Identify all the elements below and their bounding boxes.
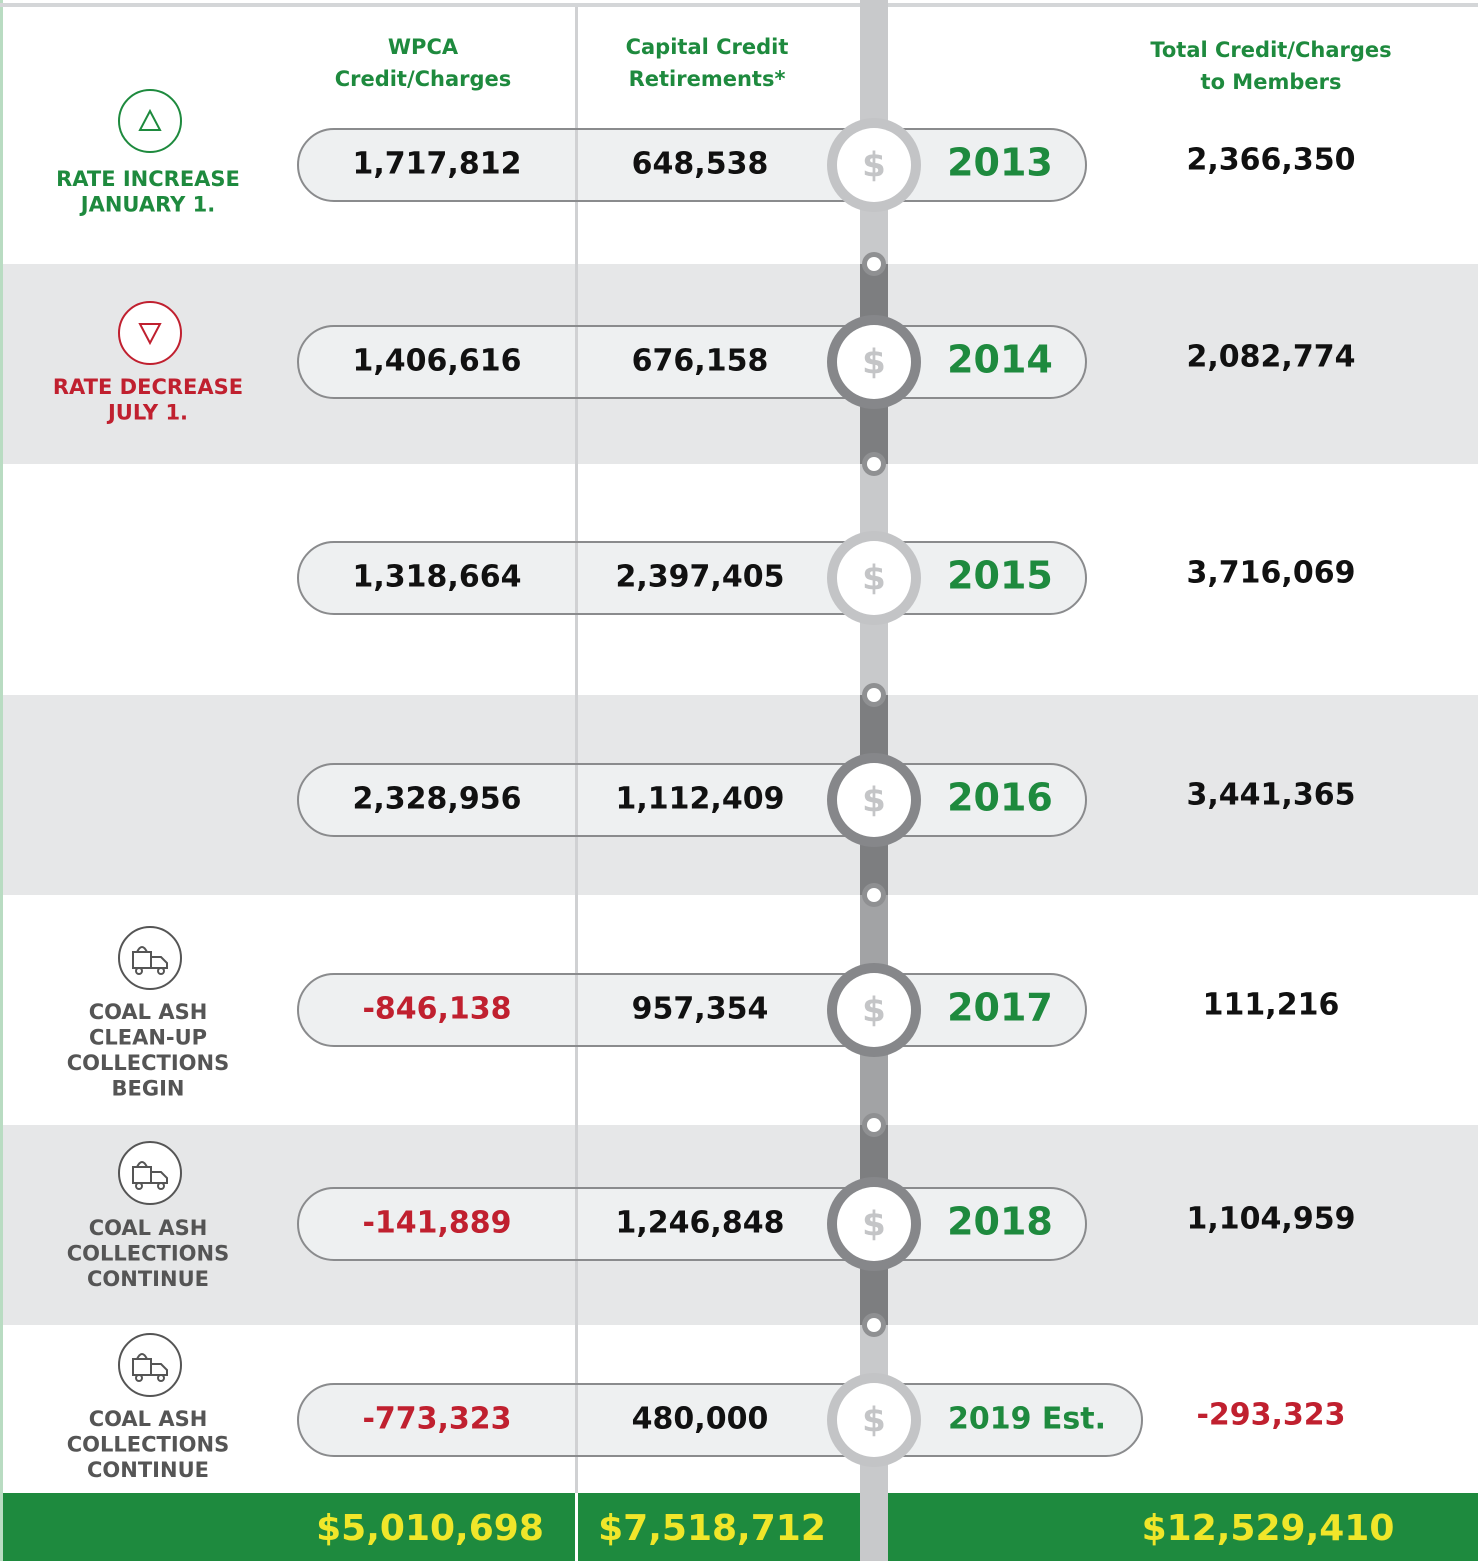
total-value: 1,104,959 <box>1187 1202 1356 1237</box>
coin <box>837 1187 911 1261</box>
timeline-joint <box>867 1118 881 1132</box>
timeline-joint <box>867 457 881 471</box>
note-icon <box>138 108 162 131</box>
note-text: JULY 1. <box>106 401 188 425</box>
note-text: RATE INCREASE <box>56 167 240 191</box>
row-pill <box>297 1383 1143 1457</box>
column-header: Total Credit/Charges <box>1150 38 1391 62</box>
note-icon <box>157 967 165 975</box>
note-text: CONTINUE <box>87 1458 209 1482</box>
note-text: COAL ASH <box>89 1407 208 1431</box>
column-divider <box>575 327 578 397</box>
coin <box>837 128 911 202</box>
note-icon <box>138 323 162 346</box>
coin <box>837 325 911 399</box>
wpca-value: -846,138 <box>362 992 511 1027</box>
column-header: WPCA <box>388 35 459 59</box>
year: 2014 <box>947 338 1053 382</box>
year: 2015 <box>947 554 1053 598</box>
total-sum: $12,529,410 <box>1142 1508 1395 1549</box>
wpca-value: 1,717,812 <box>353 147 522 182</box>
total-value: -293,323 <box>1196 1398 1345 1433</box>
wpca-value: 1,406,616 <box>353 344 522 379</box>
coin <box>837 973 911 1047</box>
note-text: COAL ASH <box>89 1216 208 1240</box>
year: 2013 <box>947 141 1053 185</box>
timeline-joint <box>867 1318 881 1332</box>
column-divider <box>575 975 578 1045</box>
year: 2017 <box>947 986 1053 1030</box>
note-text: JANUARY 1. <box>79 193 215 217</box>
totals-bar <box>3 1493 860 1561</box>
column-header: Capital Credit <box>626 35 789 59</box>
total-value: 111,216 <box>1203 988 1340 1023</box>
note-text: COLLECTIONS <box>67 1433 229 1457</box>
total-value: 3,716,069 <box>1187 556 1356 591</box>
timeline-joint <box>867 257 881 271</box>
note-icon <box>118 301 182 365</box>
capital-value: 1,246,848 <box>616 1206 785 1241</box>
coin-symbol: $ <box>862 1205 886 1245</box>
total-sum: $7,518,712 <box>598 1508 826 1549</box>
coin-symbol: $ <box>862 146 886 186</box>
coin-symbol: $ <box>862 559 886 599</box>
note-icon <box>157 1374 165 1382</box>
column-divider <box>575 1189 578 1259</box>
column-header: Credit/Charges <box>335 67 512 91</box>
coin-symbol: $ <box>862 343 886 383</box>
column-divider <box>575 765 578 835</box>
wpca-value: 1,318,664 <box>353 560 522 595</box>
coin-symbol: $ <box>862 991 886 1031</box>
note-text: COLLECTIONS <box>67 1242 229 1266</box>
coin <box>837 1383 911 1457</box>
note-icon <box>135 967 143 975</box>
capital-value: 480,000 <box>632 1402 769 1437</box>
timeline-joint <box>867 888 881 902</box>
column-header: to Members <box>1201 70 1342 94</box>
capital-value: 957,354 <box>632 992 769 1027</box>
column-divider <box>575 130 578 200</box>
column-divider <box>575 1385 578 1455</box>
capital-value: 676,158 <box>632 344 769 379</box>
column-header: Retirements* <box>629 67 786 91</box>
timeline-segment <box>860 1493 888 1561</box>
column-divider <box>575 543 578 613</box>
timeline-joint <box>867 688 881 702</box>
coin <box>837 763 911 837</box>
year: 2016 <box>947 776 1053 820</box>
left-border <box>0 0 3 1561</box>
coin-symbol: $ <box>862 1401 886 1441</box>
top-border <box>0 3 1478 7</box>
wpca-value: 2,328,956 <box>353 782 522 817</box>
year: 2018 <box>947 1200 1053 1244</box>
wpca-value: -773,323 <box>362 1402 511 1437</box>
coin <box>837 541 911 615</box>
note-text: CONTINUE <box>87 1267 209 1291</box>
note-text: CLEAN-UP <box>89 1026 207 1050</box>
note-icon <box>118 89 182 153</box>
note-icon <box>157 1182 165 1190</box>
note-icon <box>135 1182 143 1190</box>
note-text: BEGIN <box>112 1077 185 1101</box>
capital-value: 2,397,405 <box>616 560 785 595</box>
wpca-value: -141,889 <box>362 1206 511 1241</box>
note-text: COLLECTIONS <box>67 1051 229 1075</box>
totals-bar <box>888 1493 1478 1561</box>
capital-value: 1,112,409 <box>616 782 785 817</box>
total-value: 2,082,774 <box>1187 340 1356 375</box>
coin-symbol: $ <box>862 781 886 821</box>
note-text: RATE DECREASE <box>53 375 243 399</box>
year: 2019 Est. <box>948 1402 1106 1437</box>
note-text: COAL ASH <box>89 1000 208 1024</box>
total-value: 2,366,350 <box>1187 143 1356 178</box>
column-divider <box>575 1493 578 1561</box>
note-icon <box>135 1374 143 1382</box>
total-sum: $5,010,698 <box>316 1508 544 1549</box>
total-value: 3,441,365 <box>1187 778 1356 813</box>
capital-value: 648,538 <box>632 147 769 182</box>
